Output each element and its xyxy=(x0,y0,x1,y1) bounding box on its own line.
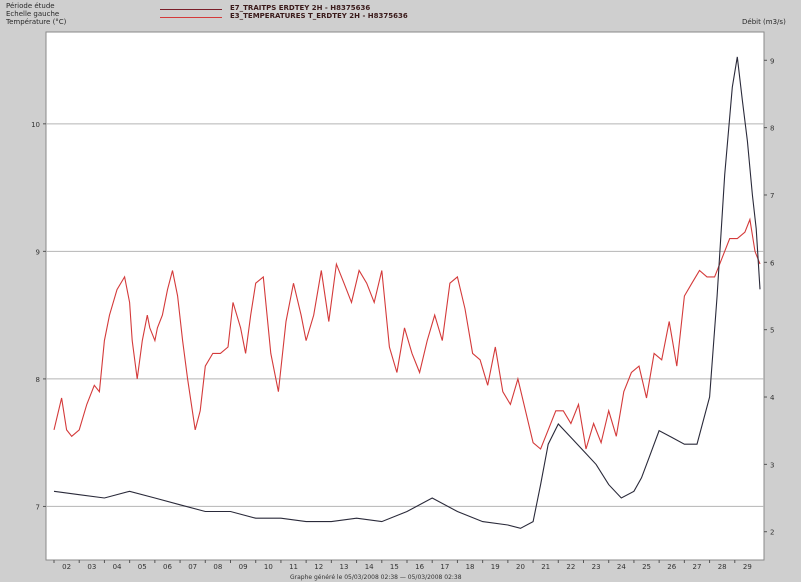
right-tick-label-3: 5 xyxy=(770,327,774,335)
right-axis-ticks: 2 3 4 5 6 7 8 9 xyxy=(764,57,775,537)
study-period-label: Période étude xyxy=(6,2,55,10)
legend-line-flow xyxy=(160,9,222,10)
gridlines xyxy=(46,123,764,507)
x-tick-label-2: 04 xyxy=(113,563,122,571)
right-tick-label-6: 8 xyxy=(770,125,774,133)
x-tick-label-18: 20 xyxy=(516,563,525,571)
footer-caption: Graphe généré le 05/03/2008 02:38 — 05/0… xyxy=(290,574,462,581)
x-tick-label-3: 05 xyxy=(138,563,147,571)
left-tick-label-1: 8 xyxy=(36,376,40,384)
left-tick-label-0: 7 xyxy=(36,503,40,511)
x-tick-label-0: 02 xyxy=(62,563,71,571)
left-axis-unit: Température (°C) xyxy=(6,18,67,26)
x-tick-label-20: 22 xyxy=(566,563,575,571)
x-tick-label-10: 12 xyxy=(314,563,323,571)
series-line-flow xyxy=(53,56,761,529)
x-tick-label-8: 10 xyxy=(264,563,273,571)
x-tick-label-23: 25 xyxy=(642,563,651,571)
right-tick-label-5: 7 xyxy=(770,192,774,200)
x-tick-label-9: 11 xyxy=(289,563,298,571)
plot-area xyxy=(45,31,765,561)
x-tick-label-13: 15 xyxy=(390,563,399,571)
right-tick-label-2: 4 xyxy=(770,394,775,402)
left-tick-label-2: 9 xyxy=(36,248,40,256)
x-tick-label-24: 26 xyxy=(667,563,676,571)
x-tick-label-25: 27 xyxy=(693,563,702,571)
right-tick-label-7: 9 xyxy=(770,57,774,65)
series-line-temperature xyxy=(53,217,761,450)
x-tick-label-4: 06 xyxy=(163,563,172,571)
series-group xyxy=(53,56,761,529)
legend-label-temperature: E3_TEMPERATURES T_ERDTEY 2H - H8375636 xyxy=(230,12,408,20)
x-tick-label-27: 29 xyxy=(743,563,752,571)
x-tick-label-26: 28 xyxy=(718,563,727,571)
x-tick-label-11: 13 xyxy=(340,563,349,571)
left-axis-ticks: 7 8 9 10 xyxy=(31,121,46,511)
left-tick-label-3: 10 xyxy=(31,121,40,129)
x-tick-label-15: 17 xyxy=(440,563,449,571)
x-tick-label-21: 23 xyxy=(592,563,601,571)
x-tick-label-6: 08 xyxy=(213,563,222,571)
x-tick-label-12: 14 xyxy=(365,563,374,571)
x-tick-label-14: 16 xyxy=(415,563,424,571)
x-tick-label-17: 19 xyxy=(491,563,500,571)
x-tick-label-19: 21 xyxy=(541,563,550,571)
right-axis-unit: Débit (m3/s) xyxy=(742,18,786,26)
right-tick-label-1: 3 xyxy=(770,461,774,469)
x-tick-label-16: 18 xyxy=(466,563,475,571)
x-tick-label-22: 24 xyxy=(617,563,626,571)
right-tick-label-0: 2 xyxy=(770,529,774,537)
x-tick-label-5: 07 xyxy=(188,563,197,571)
right-tick-label-4: 6 xyxy=(770,259,775,267)
legend-label-flow: E7_TRAITPS ERDTEY 2H - H8375636 xyxy=(230,4,371,12)
x-axis-ticks: 02 03 04 05 06 07 08 09 10 11 12 13 14 15 16 17 18 19 20 21… xyxy=(53,560,752,571)
x-tick-label-7: 09 xyxy=(239,563,248,571)
legend-line-temperature xyxy=(160,17,222,18)
left-scale-label: Echelle gauche xyxy=(6,10,60,18)
x-tick-label-1: 03 xyxy=(87,563,96,571)
